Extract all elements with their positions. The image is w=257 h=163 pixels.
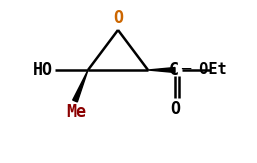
Text: HO: HO — [33, 61, 53, 79]
Text: Me: Me — [66, 103, 86, 121]
Text: O: O — [113, 9, 123, 27]
Text: O: O — [170, 100, 180, 118]
Text: C: C — [169, 61, 179, 79]
Text: ─ OEt: ─ OEt — [181, 62, 227, 77]
Polygon shape — [148, 67, 175, 73]
Polygon shape — [73, 70, 88, 102]
